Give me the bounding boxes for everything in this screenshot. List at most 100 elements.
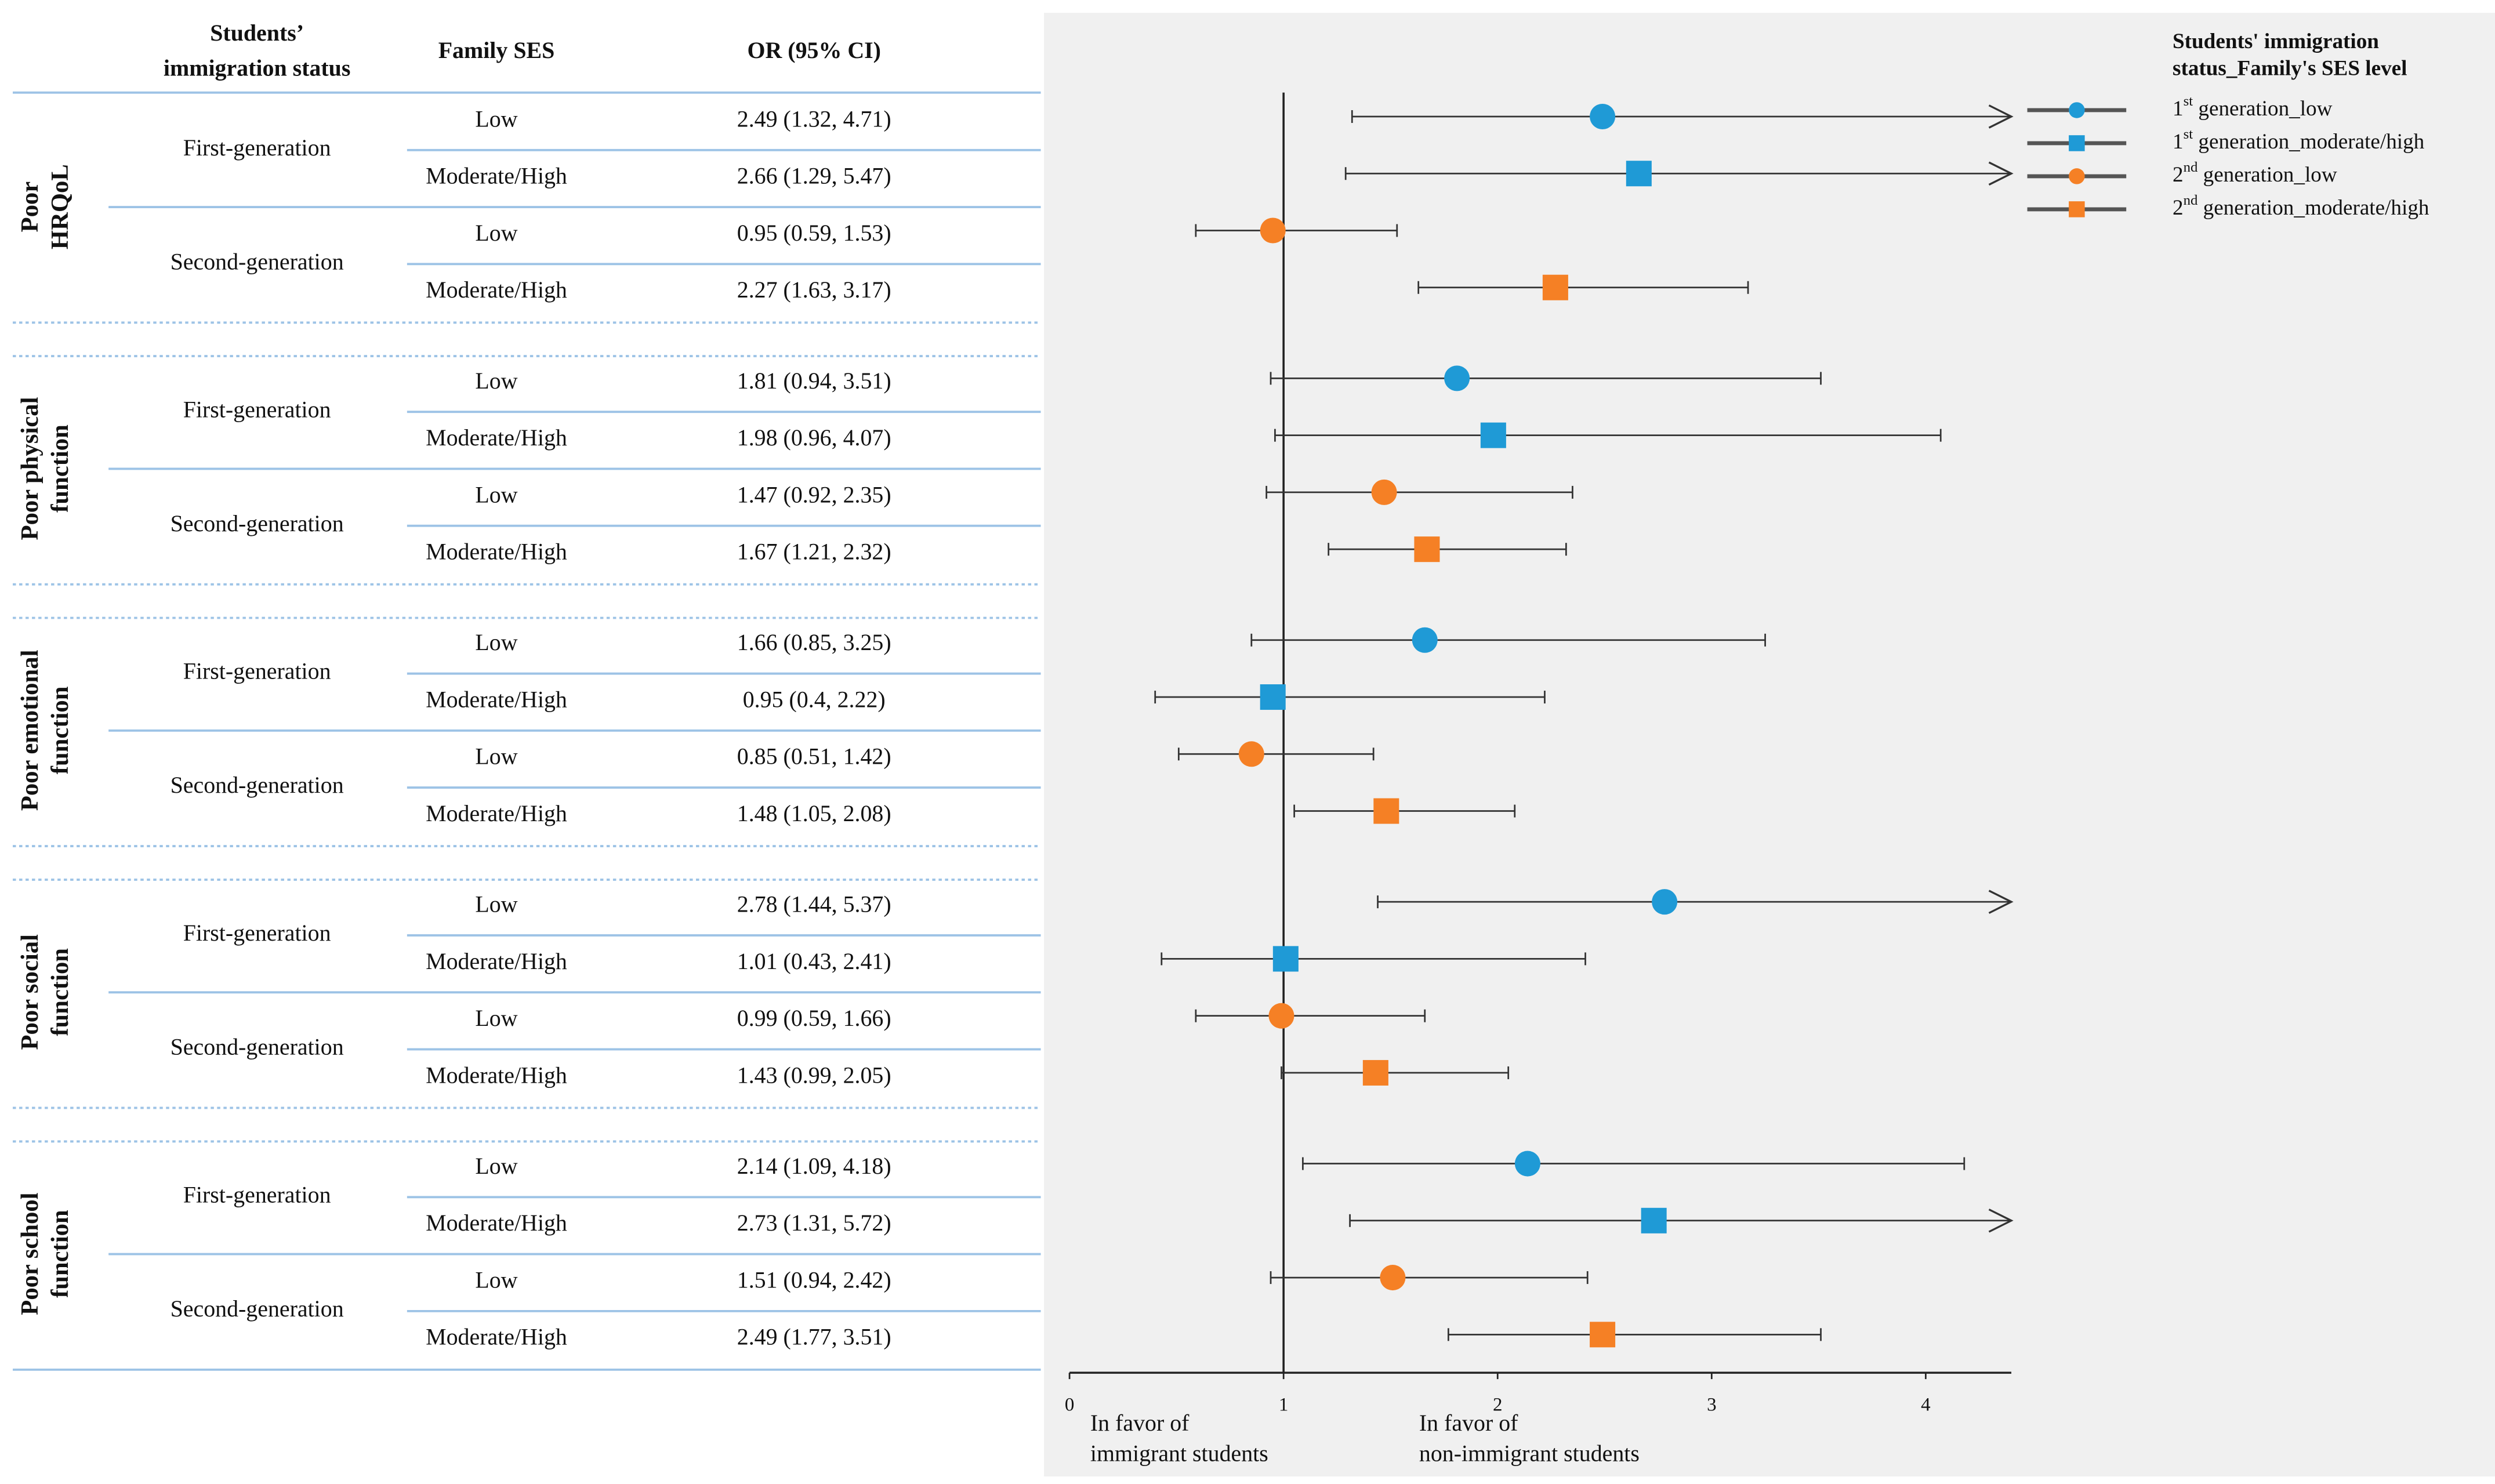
family-ses: Low [475, 1153, 517, 1179]
family-ses: Moderate/High [426, 1324, 567, 1350]
point [1238, 741, 1264, 767]
legend-label: 2nd generation_moderate/high [2173, 193, 2429, 220]
point [1480, 422, 1506, 448]
column-header: Family SES [438, 37, 555, 63]
column-header: Students’ [210, 20, 304, 46]
outcome-label: Poor social [16, 934, 43, 1050]
x-tick-label: 1 [1279, 1394, 1289, 1415]
family-ses: Low [475, 743, 517, 770]
family-ses: Moderate/High [426, 800, 567, 826]
family-ses: Moderate/High [426, 539, 567, 565]
immigration-status: First-generation [183, 1182, 331, 1208]
legend-marker [2069, 135, 2085, 151]
immigration-status: Second-generation [171, 248, 344, 274]
point [1373, 798, 1399, 824]
outcome-label: Poor school [16, 1192, 43, 1315]
outcome-label: function [46, 948, 74, 1036]
point [1380, 1265, 1406, 1291]
point [1590, 1322, 1616, 1348]
or-ci-label: 1.47 (0.92, 2.35) [737, 481, 891, 507]
outcome-label: HRQoL [46, 164, 74, 249]
legend-label: 2nd generation_low [2173, 159, 2337, 187]
or-ci-label: 1.66 (0.85, 3.25) [737, 629, 891, 655]
family-ses: Moderate/High [426, 424, 567, 451]
annotation: immigrant students [1090, 1440, 1268, 1466]
immigration-status: First-generation [183, 920, 331, 946]
x-tick-label: 4 [1921, 1394, 1931, 1415]
x-tick-label: 0 [1065, 1394, 1075, 1415]
ci-arrow [1988, 161, 2014, 186]
outcome-label: Poor [16, 182, 43, 233]
or-ci-label: 2.14 (1.09, 4.18) [737, 1153, 891, 1179]
legend-marker [2069, 201, 2085, 217]
or-ci-label: 2.49 (1.32, 4.71) [737, 106, 891, 132]
outcome-label: Poor emotional [16, 650, 43, 811]
family-ses: Low [475, 1267, 517, 1293]
x-tick-label: 3 [1707, 1394, 1717, 1415]
or-ci-label: 0.85 (0.51, 1.42) [737, 743, 891, 770]
legend-title: Students' immigration [2173, 30, 2379, 53]
family-ses: Low [475, 368, 517, 394]
ci-arrow [1988, 1209, 2014, 1233]
or-ci-label: 1.51 (0.94, 2.42) [737, 1267, 891, 1293]
immigration-status: Second-generation [171, 772, 344, 798]
family-ses: Low [475, 1005, 517, 1031]
legend-label: 1st generation_low [2173, 93, 2333, 121]
legend-title: status_Family's SES level [2173, 57, 2407, 81]
legend-label: 1st generation_moderate/high [2173, 126, 2425, 154]
point [1542, 274, 1568, 300]
point [1641, 1207, 1667, 1233]
point [1412, 627, 1438, 653]
annotation: In favor of [1419, 1410, 1518, 1436]
family-ses: Moderate/High [426, 277, 567, 303]
immigration-status: First-generation [183, 658, 331, 684]
or-ci-label: 1.48 (1.05, 2.08) [737, 800, 891, 826]
or-ci-label: 1.43 (0.99, 2.05) [737, 1062, 891, 1088]
column-header: OR (95% CI) [747, 37, 880, 63]
point [1444, 365, 1470, 391]
point [1272, 946, 1299, 972]
family-ses: Moderate/High [426, 163, 567, 189]
point [1268, 1003, 1294, 1029]
or-ci-label: 0.95 (0.4, 2.22) [743, 686, 886, 712]
outcome-label: Poor physical [16, 397, 43, 540]
point [1260, 684, 1286, 710]
immigration-status: Second-generation [171, 510, 344, 536]
family-ses: Low [475, 481, 517, 507]
point [1362, 1060, 1388, 1086]
or-ci-label: 1.01 (0.43, 2.41) [737, 948, 891, 974]
point [1414, 536, 1440, 563]
plot-background [1044, 13, 2495, 1477]
outcome-label: function [46, 686, 74, 774]
family-ses: Low [475, 106, 517, 132]
or-ci-label: 1.67 (1.21, 2.32) [737, 539, 891, 565]
or-ci-label: 1.81 (0.94, 3.51) [737, 368, 891, 394]
ci-arrow [1988, 104, 2014, 129]
family-ses: Moderate/High [426, 686, 567, 712]
or-ci-label: 1.98 (0.96, 4.07) [737, 424, 891, 451]
family-ses: Moderate/High [426, 1062, 567, 1088]
point [1626, 161, 1652, 187]
or-ci-label: 2.27 (1.63, 3.17) [737, 277, 891, 303]
immigration-status: First-generation [183, 396, 331, 422]
outcome-label: function [46, 1210, 74, 1298]
family-ses: Low [475, 220, 517, 246]
point [1652, 889, 1678, 915]
point [1260, 217, 1286, 244]
or-ci-label: 0.95 (0.59, 1.53) [737, 220, 891, 246]
legend-marker [2069, 102, 2085, 118]
point [1590, 103, 1616, 129]
ci-arrow [1988, 890, 2014, 914]
outcome-label: function [46, 424, 74, 513]
family-ses: Moderate/High [426, 1210, 567, 1236]
or-ci-label: 2.66 (1.29, 5.47) [737, 163, 891, 189]
annotation: non-immigrant students [1419, 1440, 1640, 1466]
or-ci-label: 0.99 (0.59, 1.66) [737, 1005, 891, 1031]
legend-marker [2069, 168, 2085, 184]
or-ci-label: 2.78 (1.44, 5.37) [737, 891, 891, 917]
or-ci-label: 2.73 (1.31, 5.72) [737, 1210, 891, 1236]
point [1371, 479, 1397, 505]
family-ses: Moderate/High [426, 948, 567, 974]
immigration-status: First-generation [183, 135, 331, 161]
